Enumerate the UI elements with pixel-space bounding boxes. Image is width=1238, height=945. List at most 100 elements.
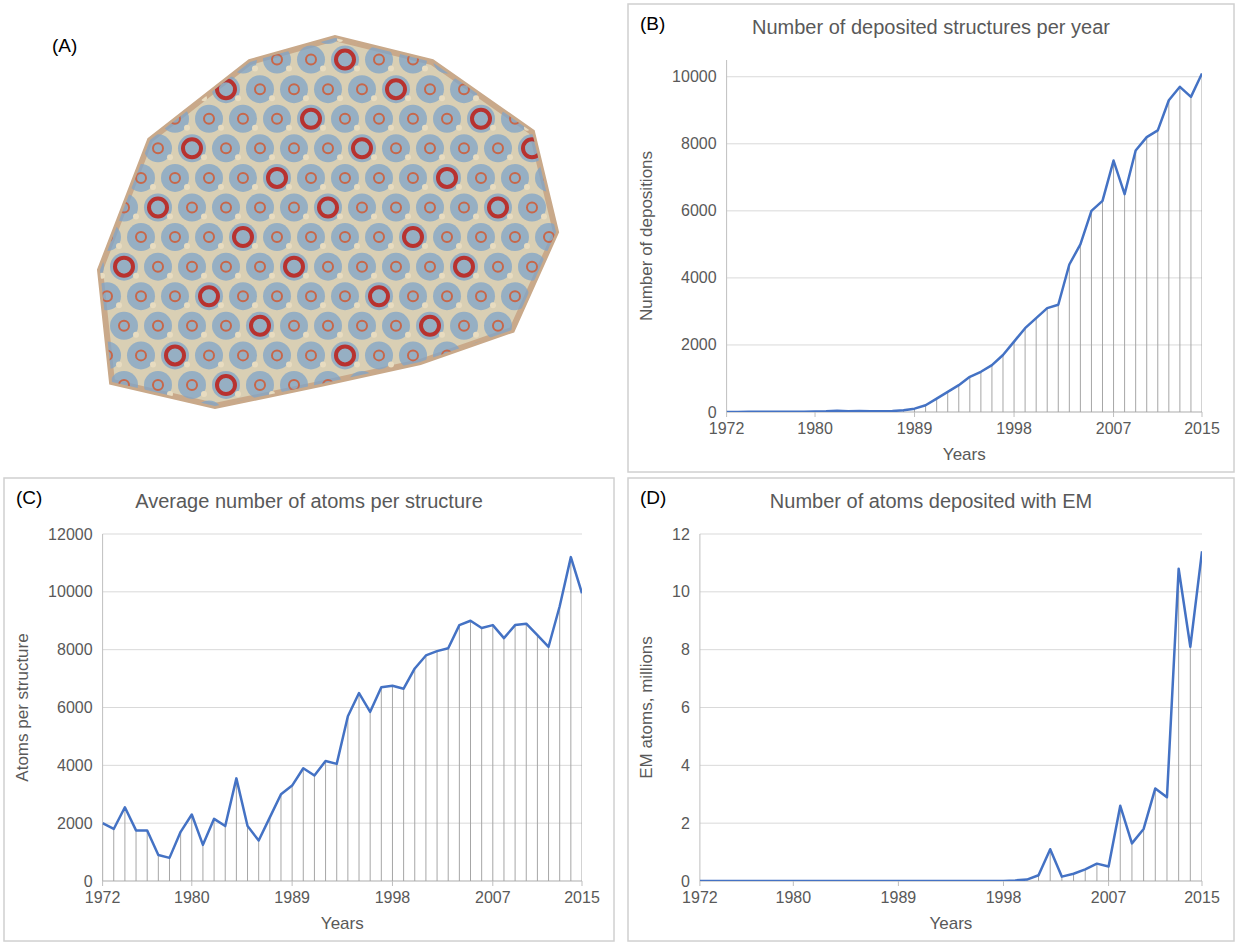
capsid-unit bbox=[280, 253, 308, 281]
y-tick-label: 2 bbox=[681, 815, 690, 832]
capsid-dot bbox=[422, 302, 428, 308]
capsid-unit bbox=[144, 75, 172, 103]
grid-line bbox=[727, 277, 1202, 278]
capsid-dot bbox=[558, 361, 564, 367]
capsid-dot bbox=[371, 332, 377, 338]
capsid-ring bbox=[374, 350, 384, 360]
capsid-dot bbox=[490, 302, 496, 308]
x-tick bbox=[492, 881, 493, 886]
capsid-ring bbox=[234, 228, 252, 246]
capsid-dot bbox=[150, 66, 156, 72]
capsid-dot bbox=[541, 154, 547, 160]
capsid-dot bbox=[575, 273, 581, 279]
capsid-dot bbox=[371, 391, 377, 397]
capsid-unit bbox=[348, 193, 376, 221]
capsid-ring bbox=[353, 139, 371, 157]
capsid-unit bbox=[467, 223, 495, 251]
capsid-unit bbox=[331, 341, 359, 369]
capsid-dot bbox=[524, 184, 530, 190]
x-axis-title: Years bbox=[930, 914, 973, 933]
capsid-unit bbox=[416, 371, 444, 399]
capsid-unit bbox=[212, 193, 240, 221]
capsid-dot bbox=[286, 66, 292, 72]
capsid-dot bbox=[235, 273, 241, 279]
capsid-ring bbox=[340, 173, 350, 183]
capsid-unit bbox=[263, 282, 291, 310]
capsid-dot bbox=[354, 361, 360, 367]
capsid-dot bbox=[473, 332, 479, 338]
capsid-dot bbox=[218, 66, 224, 72]
capsid-dot bbox=[439, 36, 445, 42]
capsid-ring bbox=[391, 262, 401, 272]
capsid-dot bbox=[592, 421, 598, 427]
capsid-dot bbox=[405, 332, 411, 338]
capsid-ring bbox=[459, 143, 469, 153]
capsid-unit bbox=[501, 223, 529, 251]
grid-line bbox=[700, 591, 1202, 592]
capsid-ring bbox=[544, 410, 554, 420]
capsid-ring bbox=[85, 380, 95, 390]
capsid-unit bbox=[76, 75, 104, 103]
drop-line bbox=[1113, 161, 1114, 412]
capsid-unit bbox=[433, 341, 461, 369]
capsid-dot bbox=[558, 125, 564, 131]
capsid-dot bbox=[184, 243, 190, 249]
capsid-unit bbox=[127, 401, 155, 429]
capsid-dot bbox=[184, 421, 190, 427]
capsid-unit bbox=[382, 134, 410, 162]
capsid-unit bbox=[331, 105, 359, 133]
x-tick bbox=[1202, 412, 1203, 417]
capsid-unit bbox=[297, 223, 325, 251]
capsid-ring bbox=[272, 114, 282, 124]
capsid-dot bbox=[371, 273, 377, 279]
capsid-dot bbox=[167, 332, 173, 338]
capsid-dot bbox=[303, 332, 309, 338]
capsid-unit bbox=[229, 401, 257, 429]
drop-line bbox=[269, 817, 270, 881]
capsid-unit bbox=[161, 46, 189, 74]
capsid-dot bbox=[235, 95, 241, 101]
x-tick bbox=[1014, 412, 1015, 417]
capsid-unit bbox=[110, 134, 138, 162]
capsid-unit bbox=[399, 341, 427, 369]
drop-line bbox=[1179, 87, 1180, 412]
capsid-dot bbox=[286, 184, 292, 190]
x-tick bbox=[292, 881, 293, 886]
capsid-unit bbox=[178, 193, 206, 221]
capsid-ring bbox=[612, 55, 622, 65]
capsid-ring bbox=[357, 321, 367, 331]
capsid-unit bbox=[212, 312, 240, 340]
capsid-unit bbox=[110, 253, 138, 281]
drop-line bbox=[381, 687, 382, 881]
capsid-ring bbox=[238, 114, 248, 124]
capsid-ring bbox=[506, 346, 524, 364]
drop-line bbox=[1085, 869, 1086, 881]
capsid-ring bbox=[591, 317, 609, 335]
capsid-dot bbox=[150, 184, 156, 190]
capsid-dot bbox=[99, 391, 105, 397]
capsid-unit bbox=[382, 75, 410, 103]
capsid-ring bbox=[544, 114, 554, 124]
y-axis-title: EM atoms, millions bbox=[637, 636, 656, 779]
capsid-dot bbox=[201, 391, 207, 397]
capsid-dot bbox=[235, 154, 241, 160]
capsid-ring bbox=[408, 173, 418, 183]
capsid-dot bbox=[354, 421, 360, 427]
capsid-unit bbox=[484, 371, 512, 399]
capsid-dot bbox=[286, 125, 292, 131]
capsid-dot bbox=[133, 332, 139, 338]
capsid-unit bbox=[399, 282, 427, 310]
capsid-dot bbox=[592, 184, 598, 190]
capsid-dot bbox=[303, 213, 309, 219]
capsid-unit bbox=[416, 193, 444, 221]
capsid-ring bbox=[136, 291, 146, 301]
capsid-unit bbox=[76, 134, 104, 162]
drop-line bbox=[191, 814, 192, 881]
capsid-unit bbox=[93, 223, 121, 251]
drop-line bbox=[1143, 829, 1144, 881]
capsid-unit bbox=[229, 105, 257, 133]
capsid-ring bbox=[221, 202, 231, 212]
capsid-ring bbox=[612, 232, 622, 242]
capsid-unit bbox=[314, 253, 342, 281]
capsid-unit bbox=[552, 16, 580, 44]
